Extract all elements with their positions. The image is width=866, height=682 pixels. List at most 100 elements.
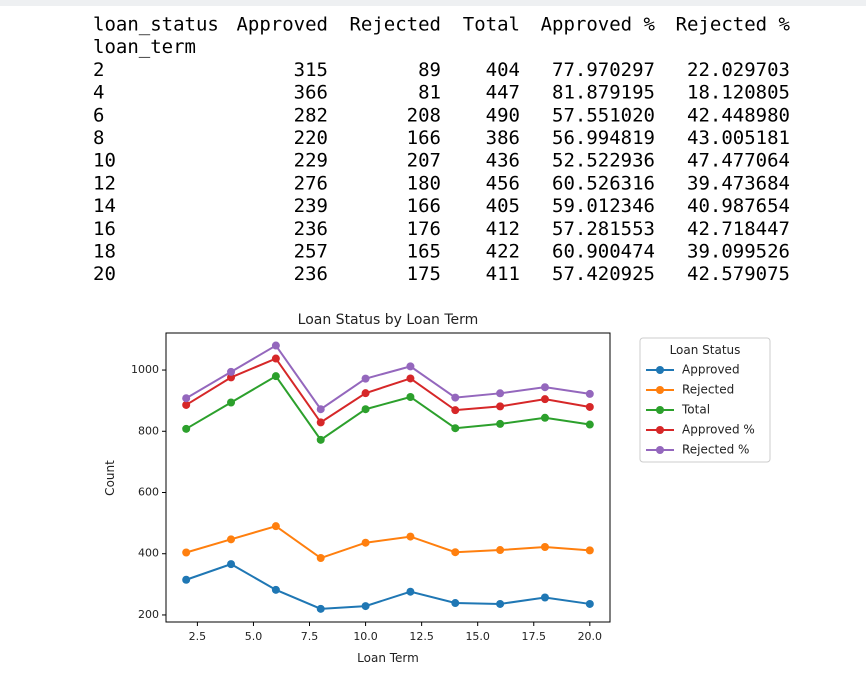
legend-label: Rejected [682,383,734,397]
row-index: 4 [93,82,104,104]
point [585,546,594,555]
table-cell: 180 [407,172,441,194]
table-cell: 40.987654 [687,195,790,217]
table-cell: 236 [294,218,328,240]
point [406,392,415,401]
y-tick-label: 800 [138,424,159,437]
point [271,341,280,350]
x-tick-label: 17.5 [522,630,547,643]
point [361,389,370,398]
column-header: Approved [236,14,328,36]
table-output: loan_status Approved Rejected Total Approved… [93,14,791,286]
point [540,593,549,602]
legend-marker [656,366,664,374]
table-cell: 57.551020 [552,104,655,126]
point [182,424,191,433]
table-cell: 412 [486,218,520,240]
series-line [185,344,590,411]
table-cell: 60.526316 [552,172,655,194]
point [585,420,594,429]
y-tick-label: 1000 [131,363,159,376]
point [451,548,460,557]
table-cell: 175 [407,263,441,285]
legend-label: Approved % [682,423,755,437]
row-index: 2 [93,59,104,81]
table-cell: 411 [486,263,520,285]
table-cell: 59.012346 [552,195,655,217]
point [227,535,236,544]
index-name: loan_term [93,36,196,58]
point [540,395,549,404]
x-tick-label: 5.0 [245,630,263,643]
point [227,398,236,407]
legend-marker [656,426,664,434]
column-header: Approved % [541,14,656,36]
columns-name: loan_status [93,14,219,36]
x-tick-label: 20.0 [578,630,603,643]
point [585,402,594,411]
table-cell: 43.005181 [687,127,790,149]
column-header: Total [463,14,520,36]
table-cell: 52.522936 [552,150,655,172]
point [316,604,325,613]
x-tick-label: 7.5 [301,630,319,643]
table-cell: 42.718447 [687,218,790,240]
point [361,602,370,611]
table-cell: 165 [407,241,441,263]
table-cell: 436 [486,150,520,172]
table-cell: 39.099526 [687,241,790,263]
series-line [185,374,590,442]
chart: Loan Status by Loan Term Loan Term Count… [103,312,771,665]
row-index: 8 [93,127,104,149]
y-tick-label: 400 [138,547,159,560]
x-tick-label: 12.5 [409,630,434,643]
row-index: 14 [93,195,116,217]
table-cell: 229 [294,150,328,172]
x-axis-label: Loan Term [357,651,419,665]
table-cell: 39.473684 [687,172,790,194]
table-cell: 276 [294,172,328,194]
point [271,522,280,531]
point [316,554,325,563]
table-cell: 57.281553 [552,218,655,240]
table-cell: 456 [486,172,520,194]
table-cell: 57.420925 [552,263,655,285]
plot-frame [165,332,611,623]
point [540,542,549,551]
row-index: 18 [93,241,116,263]
table-cell: 166 [407,127,441,149]
row-index: 20 [93,263,116,285]
series-line [185,357,590,424]
cell-top [0,0,866,6]
row-index: 6 [93,104,104,126]
table-cell: 490 [486,104,520,126]
legend-marker [656,406,664,414]
legend-title: Loan Status [670,343,741,357]
table-cell: 236 [294,263,328,285]
point [182,575,191,584]
x-tick-label: 15.0 [465,630,490,643]
point [451,406,460,415]
point [496,546,505,555]
table-cell: 77.970297 [552,59,655,81]
point [406,532,415,541]
series-line [185,525,590,560]
point [316,435,325,444]
table-cell: 447 [486,82,520,104]
point [271,354,280,363]
point [227,373,236,382]
row-index: 16 [93,218,116,240]
column-header: Rejected [349,14,441,36]
point [496,402,505,411]
point [361,405,370,414]
series-line [185,563,590,610]
table-cell: 257 [294,241,328,263]
point [406,587,415,596]
point [316,418,325,427]
y-tick-label: 600 [138,486,159,499]
y-axis-label: Count [103,460,117,496]
point [540,383,549,392]
row-index: 10 [93,150,116,172]
point [451,424,460,433]
